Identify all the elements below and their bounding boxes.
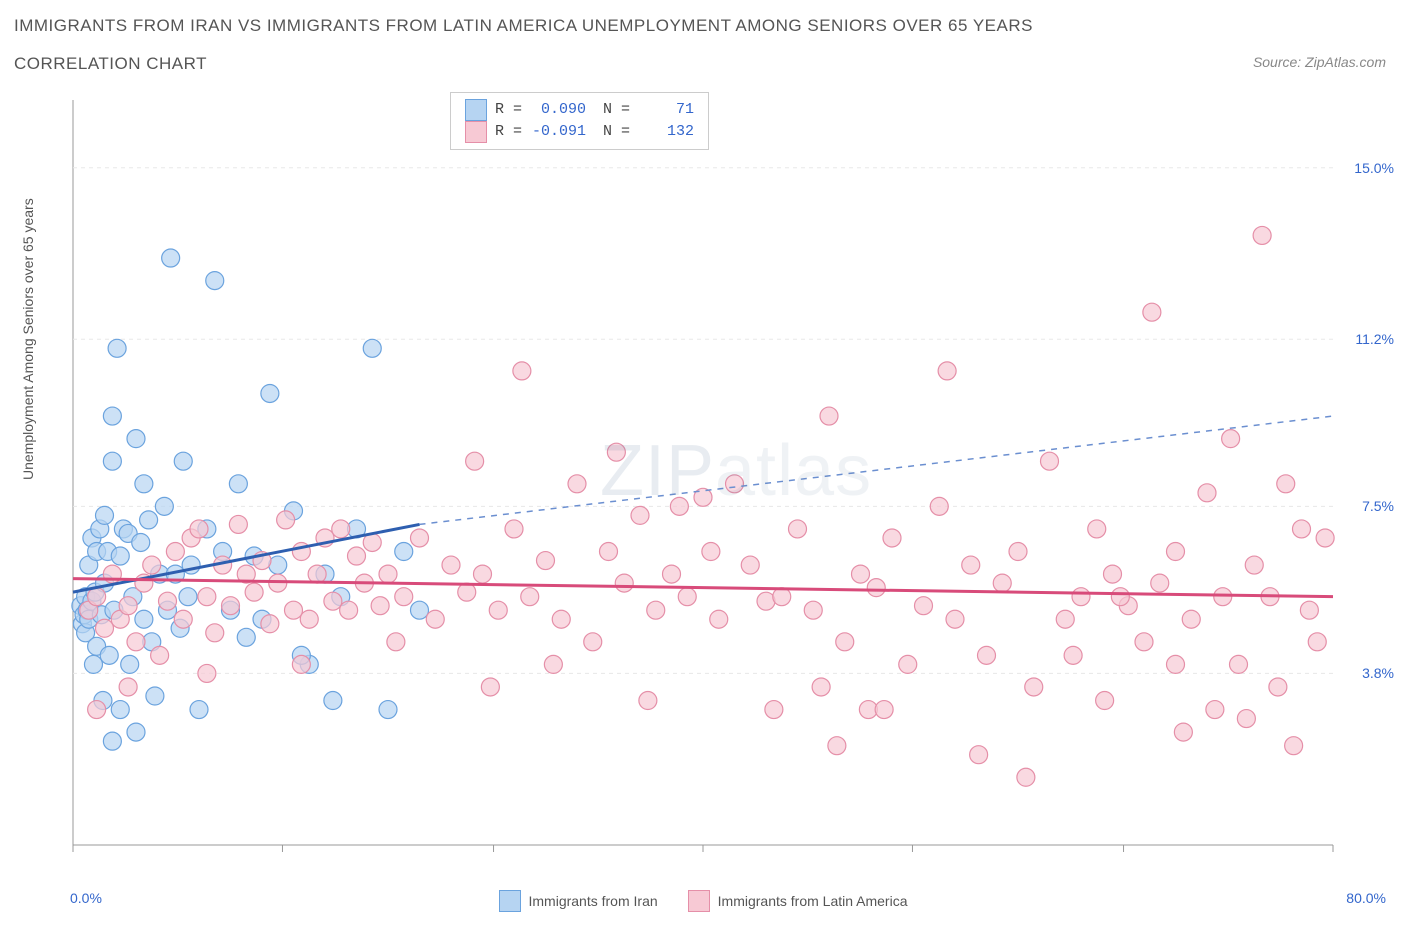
swatch-iran-icon [499, 890, 521, 912]
watermark: ZIPatlas [600, 430, 872, 512]
r-label: R = [495, 121, 522, 143]
n-value-2: 132 [638, 121, 694, 143]
y-tick-label: 15.0% [1354, 160, 1394, 176]
legend-item-latin: Immigrants from Latin America [688, 890, 908, 912]
r-value-2: -0.091 [530, 121, 586, 143]
y-tick-label: 7.5% [1362, 498, 1394, 514]
swatch-iran [465, 99, 487, 121]
y-axis-label: Unemployment Among Seniors over 65 years [20, 198, 36, 480]
legend-item-iran: Immigrants from Iran [499, 890, 658, 912]
stats-legend: R = 0.090 N = 71 R = -0.091 N = 132 [450, 92, 709, 150]
n-value-1: 71 [638, 99, 694, 121]
swatch-latin-icon [688, 890, 710, 912]
source-label: Source: ZipAtlas.com [1253, 54, 1386, 70]
title-line2: CORRELATION CHART [14, 54, 207, 74]
swatch-latin [465, 121, 487, 143]
legend-label-latin: Immigrants from Latin America [718, 893, 908, 909]
stats-row-1: R = 0.090 N = 71 [465, 99, 694, 121]
r-label: R = [495, 99, 522, 121]
n-label: N = [594, 121, 630, 143]
legend-label-iran: Immigrants from Iran [529, 893, 658, 909]
title-line1: IMMIGRANTS FROM IRAN VS IMMIGRANTS FROM … [14, 16, 1033, 36]
series-legend: Immigrants from Iran Immigrants from Lat… [0, 890, 1406, 912]
y-tick-label: 11.2% [1355, 331, 1394, 347]
stats-row-2: R = -0.091 N = 132 [465, 121, 694, 143]
y-tick-label: 3.8% [1362, 665, 1394, 681]
r-value-1: 0.090 [530, 99, 586, 121]
n-label: N = [594, 99, 630, 121]
